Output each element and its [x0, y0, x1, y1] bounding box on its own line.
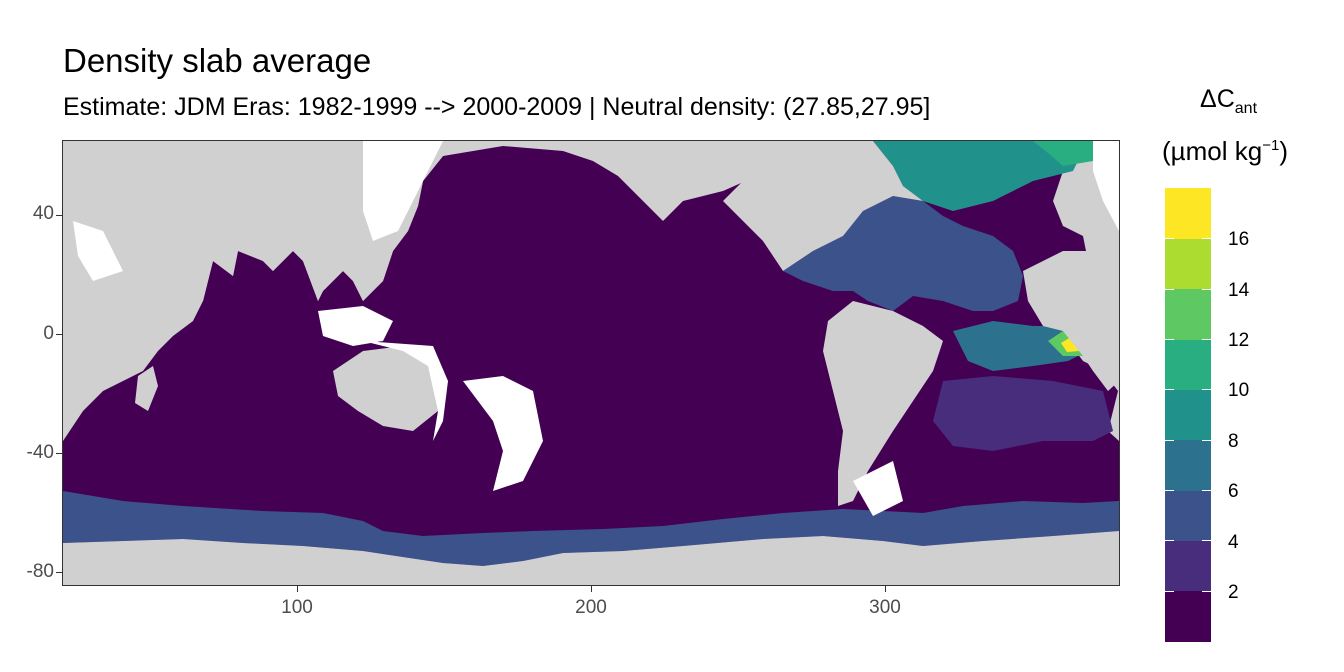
- legend-tick-mark: [1165, 339, 1174, 340]
- legend-tick-mark: [1165, 288, 1174, 290]
- land-south-america: [823, 301, 943, 506]
- y-tick-label: 40: [32, 203, 54, 224]
- legend-tick-mark: [1165, 490, 1174, 491]
- y-tick-label: 0: [43, 323, 54, 344]
- legend-title: ΔCant: [1200, 85, 1257, 118]
- x-tick-mark: [885, 586, 886, 592]
- legend-break-label: 14: [1228, 280, 1250, 301]
- y-tick-label: -40: [26, 442, 54, 463]
- land-australia: [333, 346, 448, 431]
- nodata-patagonia: [853, 461, 903, 516]
- legend-tick-mark: [1165, 540, 1174, 542]
- legend-color-step: [1165, 188, 1211, 239]
- legend-color-step: [1165, 590, 1211, 642]
- legend-color-step: [1165, 439, 1211, 491]
- land-africa: [1023, 251, 1119, 391]
- legend-tick-mark: [1202, 288, 1211, 290]
- legend-break-label: 10: [1228, 380, 1250, 401]
- x-tick-label: 100: [281, 597, 313, 618]
- legend-unit: (µmol kg−1): [1162, 136, 1288, 167]
- legend-tick-mark: [1202, 439, 1211, 441]
- y-tick-mark: [56, 334, 62, 335]
- legend-colorbar: [1165, 188, 1211, 642]
- legend-title-symbol: ΔC: [1200, 85, 1235, 113]
- legend-tick-mark: [1165, 238, 1174, 240]
- y-tick-mark: [56, 215, 62, 216]
- nodata-tasman: [463, 376, 543, 491]
- map-panel: [62, 140, 1120, 586]
- legend-tick-mark: [1202, 238, 1211, 240]
- legend-color-step: [1165, 540, 1211, 592]
- ocean-eq-atlantic: [953, 321, 1088, 371]
- x-tick-mark: [297, 586, 298, 592]
- legend-unit-main: (µmol kg: [1162, 136, 1263, 166]
- x-tick-label: 200: [575, 597, 607, 618]
- x-tick-label: 300: [869, 597, 901, 618]
- nodata-indonesia: [318, 306, 393, 346]
- legend-break-label: 2: [1228, 582, 1239, 603]
- legend-break-label: 6: [1228, 481, 1239, 502]
- ocean-south-atlantic: [933, 376, 1113, 451]
- legend-tick-mark: [1165, 590, 1174, 592]
- ocean-subpolar-atlantic: [873, 141, 1083, 211]
- nodata-arabia: [73, 221, 123, 281]
- legend-tick-mark: [1202, 590, 1211, 592]
- land-north-america: [723, 141, 923, 271]
- nodata-nordic: [1093, 141, 1119, 231]
- legend-tick-mark: [1202, 540, 1211, 542]
- legend-unit-sup: −1: [1262, 137, 1280, 154]
- y-tick-mark: [56, 453, 62, 454]
- nodata-asia-margin: [363, 141, 443, 241]
- land-madagascar: [135, 366, 158, 411]
- legend-color-step: [1165, 288, 1211, 340]
- legend-break-label: 16: [1228, 229, 1250, 250]
- x-tick-mark: [591, 586, 592, 592]
- legend-tick-mark: [1202, 389, 1211, 391]
- legend-break-label: 4: [1228, 532, 1239, 553]
- ocean-caribbean: [783, 196, 1023, 311]
- legend-color-step: [1165, 238, 1211, 290]
- legend-title-subscript: ant: [1234, 100, 1258, 117]
- legend-tick-mark: [1202, 339, 1211, 340]
- chart-subtitle: Estimate: JDM Eras: 1982-1999 --> 2000-2…: [63, 93, 931, 121]
- legend-tick-mark: [1202, 490, 1211, 491]
- legend-break-label: 12: [1228, 330, 1250, 351]
- legend-color-step: [1165, 389, 1211, 441]
- y-tick-label: -80: [26, 561, 54, 582]
- legend-break-label: 8: [1228, 431, 1239, 452]
- y-tick-mark: [56, 572, 62, 573]
- ocean-antarctic: [63, 491, 1119, 566]
- legend-tick-mark: [1165, 439, 1174, 441]
- legend-color-step: [1165, 339, 1211, 390]
- legend-unit-close: ): [1279, 136, 1288, 166]
- legend-color-step: [1165, 490, 1211, 541]
- chart-title: Density slab average: [63, 42, 372, 79]
- legend-tick-mark: [1165, 389, 1174, 391]
- land-antarctica: [63, 531, 1119, 585]
